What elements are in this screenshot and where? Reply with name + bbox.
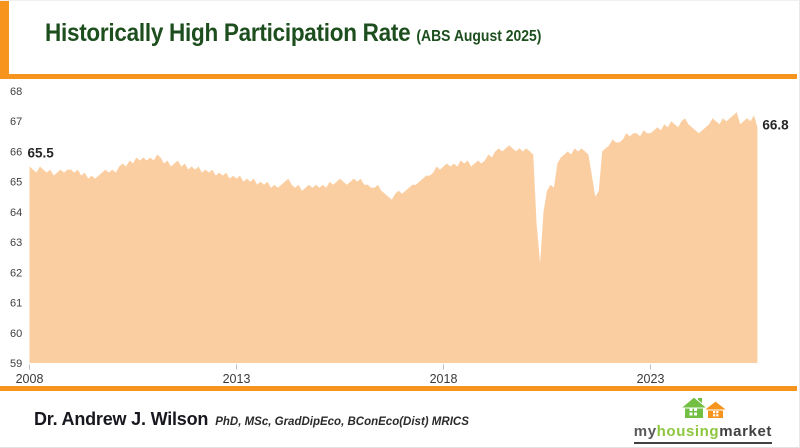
chart-container: 68 67 66 65 64 63 62 61 60 59 2008 2013 2018 2023 65.5… [0, 81, 799, 386]
svg-text:60: 60 [10, 328, 22, 340]
svg-text:2008: 2008 [16, 372, 44, 386]
accent-bar [0, 1, 9, 79]
svg-text:63: 63 [10, 237, 22, 249]
page-title: Historically High Participation Rate (AB… [45, 17, 711, 51]
svg-text:67: 67 [10, 116, 22, 128]
end-value-label: 66.8 [762, 117, 789, 132]
author-credentials: PhD, MSc, GradDipEco, BConEco(Dist) MRIC… [215, 416, 469, 428]
svg-text:66: 66 [10, 146, 22, 158]
header-divider [0, 74, 797, 79]
page-title-suffix: (ABS August 2025) [416, 28, 542, 45]
logo-part-housing: housing [656, 423, 720, 441]
logo-wordmark: myhousingmarket [633, 423, 772, 444]
svg-text:68: 68 [10, 86, 22, 98]
footer: Dr. Andrew J. Wilson PhD, MSc, GradDipEc… [0, 391, 799, 447]
houses-icon [672, 395, 734, 423]
svg-text:62: 62 [10, 267, 22, 279]
svg-text:59: 59 [10, 358, 22, 370]
author-name: Dr. Andrew J. Wilson [34, 409, 209, 429]
page-title-text: Historically High Participation Rate [45, 19, 411, 47]
title-bar: Historically High Participation Rate (AB… [45, 17, 785, 51]
chart-footer-divider [0, 386, 797, 391]
logo-part-market: market [719, 423, 772, 441]
svg-text:64: 64 [10, 207, 22, 219]
author-block: Dr. Andrew J. Wilson PhD, MSc, GradDipEc… [34, 409, 469, 430]
participation-rate-area-chart: 68 67 66 65 64 63 62 61 60 59 2008 2013 2018 2023 65.5… [10, 86, 789, 386]
svg-text:2023: 2023 [637, 372, 665, 386]
svg-text:65: 65 [10, 177, 22, 189]
start-value-label: 65.5 [28, 146, 55, 161]
svg-text:2018: 2018 [430, 372, 458, 386]
logo-part-my: my [633, 423, 657, 441]
myhousingmarket-logo: myhousingmarket [633, 395, 772, 444]
svg-text:61: 61 [10, 298, 22, 310]
svg-text:2013: 2013 [223, 372, 251, 386]
